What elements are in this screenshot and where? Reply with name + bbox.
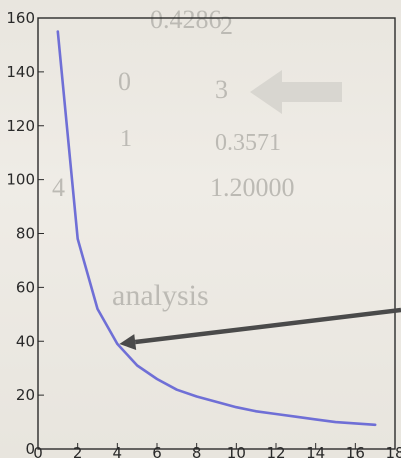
x-tick-label: 14: [306, 444, 325, 458]
x-tick-label: 12: [266, 444, 285, 458]
data-point: [56, 30, 59, 33]
background-text: 2: [220, 11, 233, 40]
y-tick-label: 120: [6, 117, 35, 135]
data-point: [175, 388, 178, 391]
background-text: 1: [120, 126, 132, 152]
x-tick-label: 4: [113, 444, 123, 458]
y-tick-label: 40: [16, 332, 35, 350]
y-tick-label: 20: [16, 386, 35, 404]
y-tick-label: 100: [6, 171, 35, 189]
data-point: [235, 406, 238, 409]
y-tick-label: 160: [6, 9, 35, 27]
background-text: analysis: [112, 279, 209, 312]
data-point: [275, 413, 277, 415]
background-text: 3: [215, 75, 228, 104]
data-point: [76, 237, 79, 240]
data-point: [156, 378, 158, 380]
y-tick-label: 80: [16, 225, 35, 243]
x-tick-label: 2: [73, 444, 83, 458]
annotation-arrow-shaft: [134, 307, 401, 345]
background-text: 4: [52, 173, 65, 202]
background-text: 0.4286: [150, 5, 222, 34]
background-text: 1.20000: [210, 173, 295, 202]
series-layer: [56, 30, 377, 427]
data-point: [96, 308, 99, 310]
data-point: [195, 395, 198, 398]
data-point: [354, 422, 357, 425]
x-tick-label: 10: [227, 444, 246, 458]
x-tick-label: 6: [152, 444, 162, 458]
x-tick-label: 0: [33, 444, 43, 458]
x-tick-label: 8: [192, 444, 202, 458]
background-arrow-shape: [250, 70, 342, 114]
data-point: [314, 418, 317, 421]
data-point: [136, 364, 139, 367]
data-point: [116, 343, 119, 345]
annotation-arrow-head: [119, 334, 137, 350]
background-text: 0.3571: [215, 130, 281, 156]
data-point: [215, 400, 218, 403]
data-point: [374, 423, 377, 426]
x-tick-label: 18: [385, 444, 401, 458]
data-point: [294, 415, 297, 418]
y-tick-label: 0: [25, 440, 35, 458]
y-tick-label: 140: [6, 63, 35, 81]
y-tick-label: 60: [16, 278, 35, 296]
axis-ticks: [37, 17, 396, 450]
data-point: [255, 410, 258, 413]
annotation-layer: [119, 307, 401, 350]
background-text: 0: [118, 67, 131, 96]
x-tick-label: 16: [346, 444, 365, 458]
data-point: [334, 421, 337, 423]
